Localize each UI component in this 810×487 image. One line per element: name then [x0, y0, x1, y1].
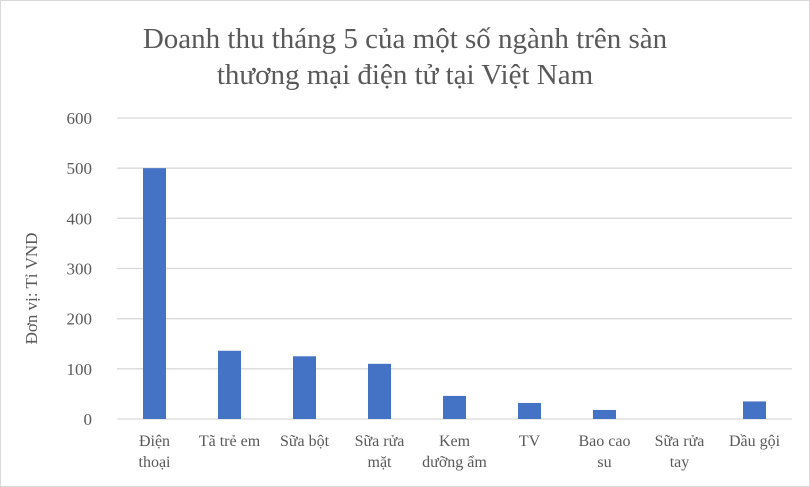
y-tick-label: 0 — [84, 410, 93, 429]
bar — [143, 168, 166, 419]
x-tick-label: Sữa bột — [280, 433, 330, 450]
x-tick-label: dưỡng ẩm — [422, 454, 487, 471]
x-tick-label: Điện — [139, 433, 170, 450]
bar — [293, 356, 316, 419]
y-tick-label: 200 — [67, 310, 93, 329]
y-tick-label: 500 — [67, 159, 93, 178]
x-tick-label: Dầu gội — [729, 433, 781, 450]
y-tick-label: 600 — [67, 109, 93, 128]
x-tick-label: su — [597, 454, 611, 471]
x-tick-label: Bao cao — [579, 433, 631, 450]
bar — [368, 363, 391, 419]
bar — [593, 409, 616, 419]
chart-title-line: Doanh thu tháng 5 của một số ngành trên … — [143, 23, 668, 55]
x-tick-label: tay — [670, 454, 690, 471]
x-tick-label: Sữa rửa — [655, 433, 705, 450]
y-tick-label: 100 — [67, 360, 93, 379]
bar — [518, 402, 541, 419]
y-tick-label: 400 — [67, 209, 93, 228]
chart-title-line: thương mại điện tử tại Việt Nam — [217, 59, 594, 91]
bar — [443, 395, 466, 419]
x-tick-label: mặt — [368, 454, 393, 471]
x-tick-label: Sữa rửa — [355, 433, 405, 450]
x-tick-label: thoại — [139, 454, 172, 471]
x-tick-label: Tã trẻ em — [199, 433, 261, 450]
y-axis-label: Đơn vị: Tỉ VND — [22, 233, 41, 345]
x-tick-label: TV — [519, 433, 541, 450]
bar — [743, 401, 766, 419]
x-tick-label: Kem — [439, 433, 471, 450]
bar — [218, 350, 241, 419]
y-tick-label: 300 — [67, 260, 93, 279]
